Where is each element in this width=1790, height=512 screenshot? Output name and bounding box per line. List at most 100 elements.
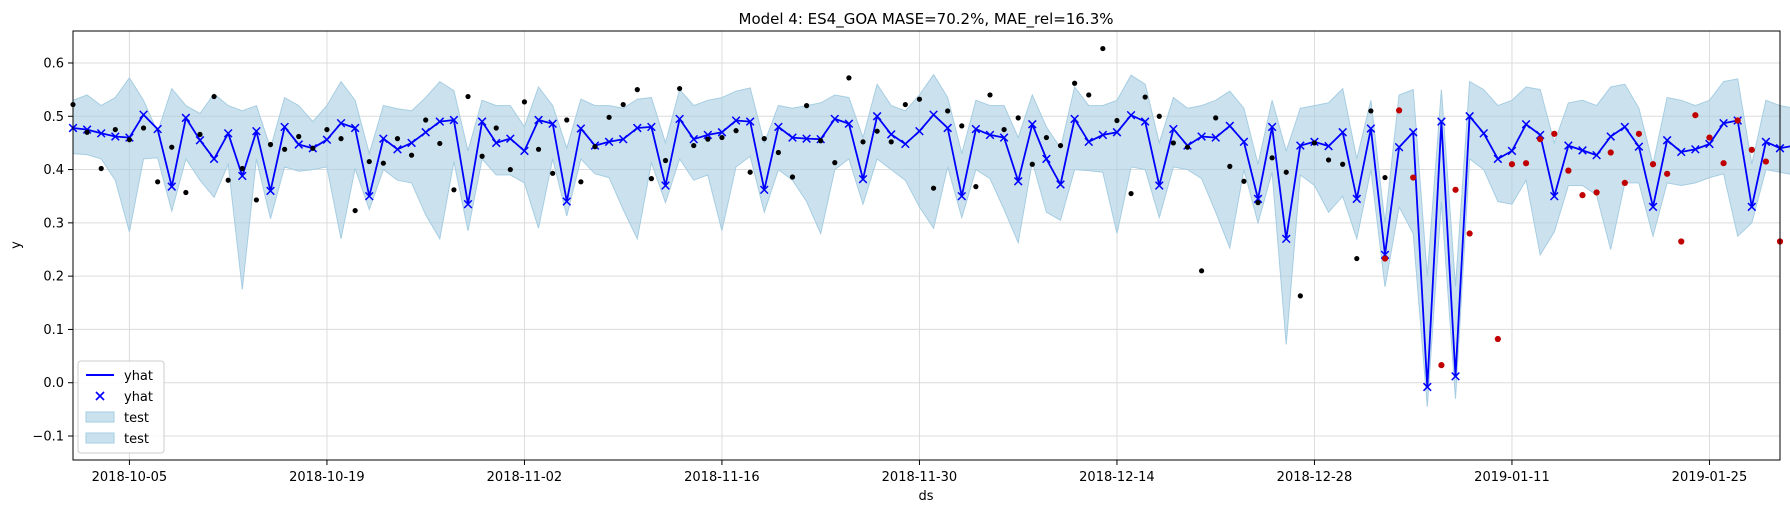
observed-point	[747, 169, 753, 175]
observed-point	[1382, 174, 1388, 181]
observed-point	[1184, 144, 1191, 150]
yhat-marker-stroke	[1422, 382, 1432, 392]
test-point	[1537, 136, 1544, 143]
yhat-marker	[280, 122, 289, 132]
observed-point	[719, 134, 725, 141]
legend-band-swatch-1	[85, 411, 115, 423]
yhat-marker	[844, 119, 854, 129]
yhat-marker-stroke	[971, 124, 981, 134]
observed-point	[634, 87, 640, 93]
yhat-marker	[1013, 176, 1023, 186]
yhat-marker-stroke	[393, 144, 402, 154]
yhat-marker-stroke	[1493, 154, 1503, 164]
yhat-marker-stroke	[1521, 119, 1531, 129]
yhat-marker	[1479, 128, 1489, 138]
yhat-marker-stroke	[181, 113, 191, 123]
y-tick-label: 0.6	[43, 56, 64, 71]
test-point	[1692, 112, 1699, 119]
observed-point	[296, 133, 302, 140]
yhat-marker-stroke	[1140, 117, 1150, 126]
yhat-marker-stroke	[1747, 202, 1757, 212]
yhat-marker-stroke	[350, 123, 360, 133]
yhat-marker	[675, 114, 684, 124]
observed-point	[225, 177, 231, 183]
yhat-marker-stroke	[1281, 234, 1291, 244]
yhat-marker	[195, 135, 205, 145]
yhat-marker	[181, 113, 191, 123]
yhat-marker-stroke	[604, 137, 614, 147]
yhat-marker	[1437, 117, 1446, 126]
yhat-marker-stroke	[1465, 111, 1474, 121]
observed-point	[1156, 113, 1162, 119]
test-point	[1664, 170, 1671, 177]
observed-point	[1325, 157, 1332, 163]
confidence-band	[72, 73, 1790, 407]
yhat-marker	[1296, 141, 1305, 150]
y-tick-label: 0.1	[43, 323, 64, 338]
yhat-marker-stroke	[788, 133, 797, 142]
x-tick-label: 2018-11-30	[882, 470, 958, 485]
yhat-marker-stroke	[1437, 117, 1446, 126]
yhat-marker-stroke	[774, 122, 783, 132]
yhat-marker	[1281, 234, 1291, 244]
yhat-marker-stroke	[576, 124, 586, 133]
yhat-marker-stroke	[336, 118, 346, 128]
yhat-marker	[703, 130, 713, 140]
yhat-marker	[1239, 137, 1249, 147]
yhat-marker	[830, 114, 840, 124]
yhat-marker	[1197, 132, 1206, 141]
yhat-marker-stroke	[717, 127, 727, 137]
yhat-marker	[209, 154, 219, 164]
observed-point	[832, 160, 838, 166]
yhat-marker-stroke	[1549, 191, 1559, 201]
yhat-marker	[562, 197, 572, 206]
yhat-marker	[1070, 114, 1079, 124]
x-tick-label: 2018-10-19	[289, 470, 365, 485]
observed-point	[1043, 134, 1050, 141]
observed-point	[1029, 161, 1035, 167]
y-axis: −0.1 0.0 0.1 0.2 0.3 0.4 0.5 0.6	[32, 56, 73, 445]
yhat-marker	[731, 116, 741, 125]
test-point	[1706, 134, 1713, 141]
observed-point	[211, 93, 217, 100]
yhat-marker-stroke	[1691, 144, 1700, 154]
observed-point	[155, 179, 161, 185]
yhat-marker-stroke	[915, 126, 924, 136]
yhat-marker	[618, 134, 628, 144]
observed-point	[479, 153, 485, 159]
observed-point	[282, 146, 288, 152]
yhat-marker-stroke	[802, 134, 811, 143]
test-point	[1635, 130, 1643, 137]
observed-point	[1213, 115, 1219, 121]
yhat-marker-stroke	[943, 123, 952, 133]
test-point	[1579, 192, 1586, 199]
yhat-marker-stroke	[322, 135, 332, 145]
x-tick-label: 2018-11-16	[684, 470, 760, 485]
yhat-marker	[1253, 194, 1263, 204]
observed-point	[874, 128, 880, 134]
test-point	[1494, 335, 1501, 343]
yhat-marker-stroke	[506, 134, 515, 143]
yhat-marker	[1267, 122, 1277, 132]
x-tick-label: 2019-01-11	[1474, 470, 1550, 485]
yhat-marker	[506, 134, 515, 143]
yhat-marker	[802, 134, 811, 143]
yhat-marker-stroke	[731, 116, 741, 125]
y-tick-label: 0.4	[43, 163, 64, 178]
observed-point	[803, 103, 810, 109]
observed-point	[1001, 126, 1007, 133]
yhat-marker	[1042, 154, 1051, 164]
observed-point	[267, 141, 274, 148]
yhat-marker-stroke	[1676, 147, 1686, 157]
yhat-marker-stroke	[463, 199, 473, 209]
test-point	[1508, 161, 1516, 168]
observed-point	[1057, 142, 1064, 149]
observed-point	[1354, 255, 1360, 262]
yhat-marker	[1338, 127, 1347, 137]
yhat-marker-stroke	[1098, 130, 1108, 140]
yhat-marker	[491, 138, 501, 148]
x-tick-label: 2018-12-28	[1277, 470, 1353, 485]
yhat-marker	[463, 199, 473, 209]
observed-point	[578, 179, 584, 185]
yhat-marker-stroke	[223, 128, 233, 138]
